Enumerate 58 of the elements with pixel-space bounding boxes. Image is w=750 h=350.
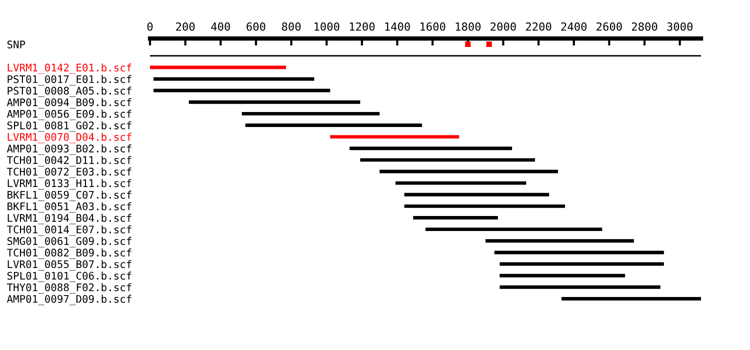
y-tick-label: SPL01_0081_G02.b.scf <box>7 121 132 132</box>
x-tick-label: 2200 <box>526 22 552 31</box>
y-tick-label: LVRM1_0194_B04.b.scf <box>8 214 132 224</box>
x-tick-label: 0 <box>147 22 153 31</box>
bar <box>426 228 602 232</box>
bar <box>486 239 634 243</box>
y-tick-label: BKFL1_0051_A03.b.scf <box>8 202 132 213</box>
y-tick-label: AMP01_0097_D09.b.scf <box>6 294 132 306</box>
y-tick-label: AMP01_0093_B02.b.scf <box>6 144 132 155</box>
y-tick-label: TCH01_0072_E03.b.scf <box>6 168 132 178</box>
x-tick-label: 200 <box>176 22 195 31</box>
y-tick-label: LVR01_0055_B07.b.scf <box>8 260 132 270</box>
x-tick-label: 1800 <box>456 22 481 31</box>
y-tick-label: TCH01_0042_D11.b.scf <box>6 156 132 166</box>
bar <box>413 216 498 220</box>
bar <box>150 66 286 70</box>
x-tick-label: 2600 <box>596 22 622 31</box>
bar <box>242 112 380 116</box>
x-tick-label: 1600 <box>420 22 446 31</box>
y-tick-label: SNP <box>7 40 26 48</box>
bar <box>154 77 314 81</box>
bar <box>360 158 536 162</box>
bar <box>500 274 626 278</box>
x-tick-label: 1200 <box>350 22 375 31</box>
y-tick-label: TCH01_0014_E07.b.scf <box>6 225 132 236</box>
bar <box>404 204 566 208</box>
x-tick-label: 400 <box>211 22 230 31</box>
bar <box>404 192 550 196</box>
bar <box>500 285 660 289</box>
y-tick-label: SMG01_0061_G09.b.scf <box>7 236 132 248</box>
bar <box>154 88 330 92</box>
y-tick-label: PST01_0017_E01.b.scf <box>8 75 132 86</box>
y-tick-label: LVRM1_0142_E01.b.scf <box>8 63 132 74</box>
bar <box>562 296 702 300</box>
x-tick-label: 800 <box>282 22 301 31</box>
bar <box>350 146 512 150</box>
y-tick-label: LVRM1_0070_D04.b.scf <box>8 132 132 144</box>
bar <box>500 262 664 266</box>
bar <box>494 250 664 254</box>
y-tick-label: LVRM1_0133_H11.b.scf <box>8 179 132 190</box>
x-tick-label: 1000 <box>314 22 340 31</box>
x-tick-label: 2800 <box>632 22 658 31</box>
y-tick-label: AMP01_0056_E09.b.scf <box>6 110 132 120</box>
y-tick-label: THY01_0088_F02.b.scf <box>6 283 132 294</box>
y-tick-label: SPL01_0101_C06.b.scf <box>7 272 132 282</box>
y-tick-label: PST01_0008_A05.b.scf <box>8 86 132 97</box>
bar <box>330 135 460 139</box>
x-tick-label: 2400 <box>561 22 587 31</box>
x-tick-label: 1400 <box>385 22 410 31</box>
x-tick-label: 3000 <box>667 22 692 31</box>
bar <box>188 100 360 104</box>
x-tick-label: 600 <box>246 22 266 31</box>
y-tick-label: BKFL1_0059_C07.b.scf <box>8 190 132 202</box>
y-tick-label: AMP01_0094_B09.b.scf <box>6 98 132 109</box>
y-tick-label: TCH01_0082_B09.b.scf <box>6 248 132 259</box>
bar <box>245 124 422 127</box>
bar <box>395 181 526 185</box>
x-tick-label: 2000 <box>490 22 516 31</box>
